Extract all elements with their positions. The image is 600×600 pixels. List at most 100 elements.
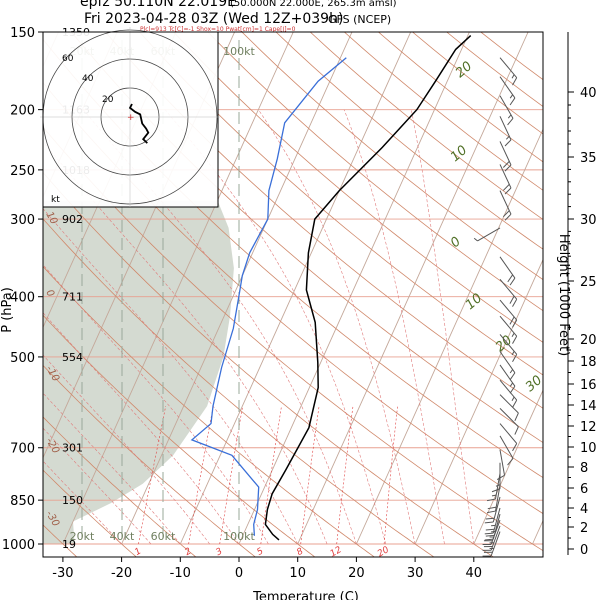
moist-adiabat-label: 10 bbox=[463, 291, 485, 313]
barb-staff bbox=[494, 485, 501, 512]
height-tick-label: 4 bbox=[580, 502, 588, 517]
wind-barb bbox=[486, 473, 501, 502]
moist-adiabat-line bbox=[43, 354, 210, 545]
barb-half bbox=[511, 74, 515, 79]
height-tick-label: 0 bbox=[580, 543, 588, 558]
barb-staff bbox=[499, 423, 518, 444]
x-axis-label: Temperature (C) bbox=[252, 590, 359, 600]
moist-adiabat-line bbox=[43, 427, 152, 545]
barb-staff bbox=[477, 227, 501, 242]
height-tick-label: 20 bbox=[580, 333, 597, 348]
barb-flag bbox=[507, 458, 514, 466]
isotherm-line bbox=[355, 128, 543, 545]
x-tick-label: 40 bbox=[466, 566, 483, 581]
barb-staff bbox=[499, 278, 518, 300]
barb-staff bbox=[490, 531, 501, 557]
dry-adiabat-line bbox=[43, 38, 543, 479]
barb-flag bbox=[502, 161, 510, 168]
dry-adiabat-line bbox=[480, 32, 543, 81]
barb-flag bbox=[512, 335, 518, 344]
height-tick-label: 16 bbox=[580, 378, 597, 393]
barb-flag bbox=[502, 210, 510, 218]
barb-staff bbox=[494, 473, 501, 500]
wind-barb bbox=[484, 507, 501, 535]
wind-barb bbox=[499, 164, 512, 195]
dewpoint-profile bbox=[190, 57, 347, 536]
wind-barb bbox=[499, 57, 518, 86]
y-axis-label: P (hPa) bbox=[0, 287, 15, 333]
mixing-ratio-label: 5 bbox=[255, 546, 265, 558]
wind-barb bbox=[499, 95, 514, 126]
mixing-ratio-line bbox=[336, 406, 354, 545]
barb-half bbox=[509, 369, 514, 374]
moist-adiabat-label: 10 bbox=[448, 143, 470, 165]
speed-label-bottom: 20kt bbox=[70, 530, 95, 543]
hodograph-ring-label: 40 bbox=[82, 74, 94, 84]
barb-half bbox=[491, 494, 497, 497]
barb-staff bbox=[499, 76, 516, 99]
wind-barb bbox=[499, 315, 518, 344]
y-tick-label: 300 bbox=[10, 213, 35, 228]
mixing-ratio-lines bbox=[138, 406, 398, 545]
mixing-ratio-line bbox=[300, 406, 320, 545]
moist-adiabat-line bbox=[43, 312, 240, 545]
wind-barb bbox=[499, 408, 519, 435]
wind-barb bbox=[486, 485, 501, 514]
dry-adiabat-line bbox=[43, 469, 137, 557]
dry-adiabat-line bbox=[43, 171, 494, 557]
barb-staff bbox=[499, 299, 518, 321]
barb-half bbox=[511, 332, 515, 338]
height-label: 150 bbox=[62, 494, 83, 507]
barb-flag bbox=[507, 117, 514, 126]
height-label: 711 bbox=[62, 291, 83, 304]
isotherm-line bbox=[62, 32, 294, 545]
mixing-ratio-label: 8 bbox=[295, 546, 305, 558]
barb-flag bbox=[486, 498, 496, 502]
barb-flag bbox=[509, 97, 516, 106]
wind-barb bbox=[499, 256, 516, 286]
dry-adiabat-line bbox=[43, 364, 256, 557]
height-label: 554 bbox=[62, 351, 83, 364]
isotherm-line bbox=[297, 32, 529, 545]
barb-flag bbox=[484, 538, 494, 541]
dewpoint-shading bbox=[43, 200, 234, 544]
height-tick-label: 10 bbox=[580, 441, 597, 456]
barb-flag bbox=[514, 426, 519, 435]
barb-flag bbox=[486, 510, 496, 514]
wind-barb bbox=[496, 449, 506, 481]
barb-flag bbox=[514, 412, 519, 422]
barb-flag bbox=[487, 506, 497, 510]
dry-adiabat-line bbox=[43, 126, 543, 552]
dry-adiabat-line bbox=[43, 265, 375, 557]
barb-staff bbox=[492, 507, 501, 534]
height-tick-label: 2 bbox=[580, 521, 588, 536]
barb-staff bbox=[499, 394, 519, 414]
height-tick-label: 18 bbox=[580, 355, 597, 370]
height-tick-label: 35 bbox=[580, 151, 597, 166]
moist-adiabat-line bbox=[164, 109, 387, 545]
barb-flag bbox=[512, 298, 518, 307]
barb-flag bbox=[504, 139, 512, 147]
wind-barb bbox=[484, 513, 501, 541]
hodograph-trace bbox=[128, 103, 150, 144]
y-tick-label: 1000 bbox=[2, 538, 35, 553]
wind-barb bbox=[482, 525, 501, 551]
height-tick-label: 30 bbox=[580, 213, 597, 228]
barb-flag bbox=[509, 295, 515, 304]
wind-barb bbox=[499, 116, 512, 147]
barb-flag bbox=[504, 164, 512, 172]
isotherm-line bbox=[414, 258, 543, 545]
wind-barb bbox=[499, 190, 512, 221]
dry-adiabat-label: 0 bbox=[43, 288, 56, 299]
temperature-profile bbox=[264, 35, 472, 541]
axes: -30 -20 -10 0 10 20 30 401502002503004005007008… bbox=[2, 26, 482, 581]
wind-barbs bbox=[473, 57, 519, 557]
dry-air-shade bbox=[43, 200, 234, 544]
height-label: 301 bbox=[62, 442, 83, 455]
mixing-ratio-label: 1 bbox=[133, 547, 143, 559]
dry-adiabat-line bbox=[43, 416, 197, 557]
barb-staff bbox=[499, 315, 518, 337]
height-tick-label: 25 bbox=[580, 275, 597, 290]
wind-barb bbox=[484, 496, 501, 524]
